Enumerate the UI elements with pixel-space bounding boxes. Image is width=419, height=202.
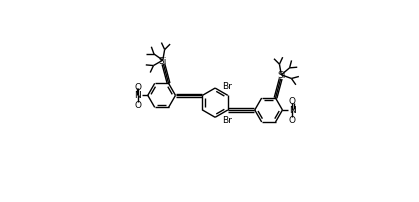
- Text: O: O: [134, 101, 141, 109]
- Text: Br: Br: [222, 82, 232, 91]
- Text: O: O: [134, 82, 141, 91]
- Text: Br: Br: [222, 116, 232, 124]
- Text: N: N: [134, 91, 141, 100]
- Text: Si: Si: [159, 56, 167, 65]
- Text: O: O: [289, 97, 296, 106]
- Text: O: O: [289, 115, 296, 124]
- Text: N: N: [289, 105, 296, 114]
- Text: Si: Si: [277, 71, 285, 80]
